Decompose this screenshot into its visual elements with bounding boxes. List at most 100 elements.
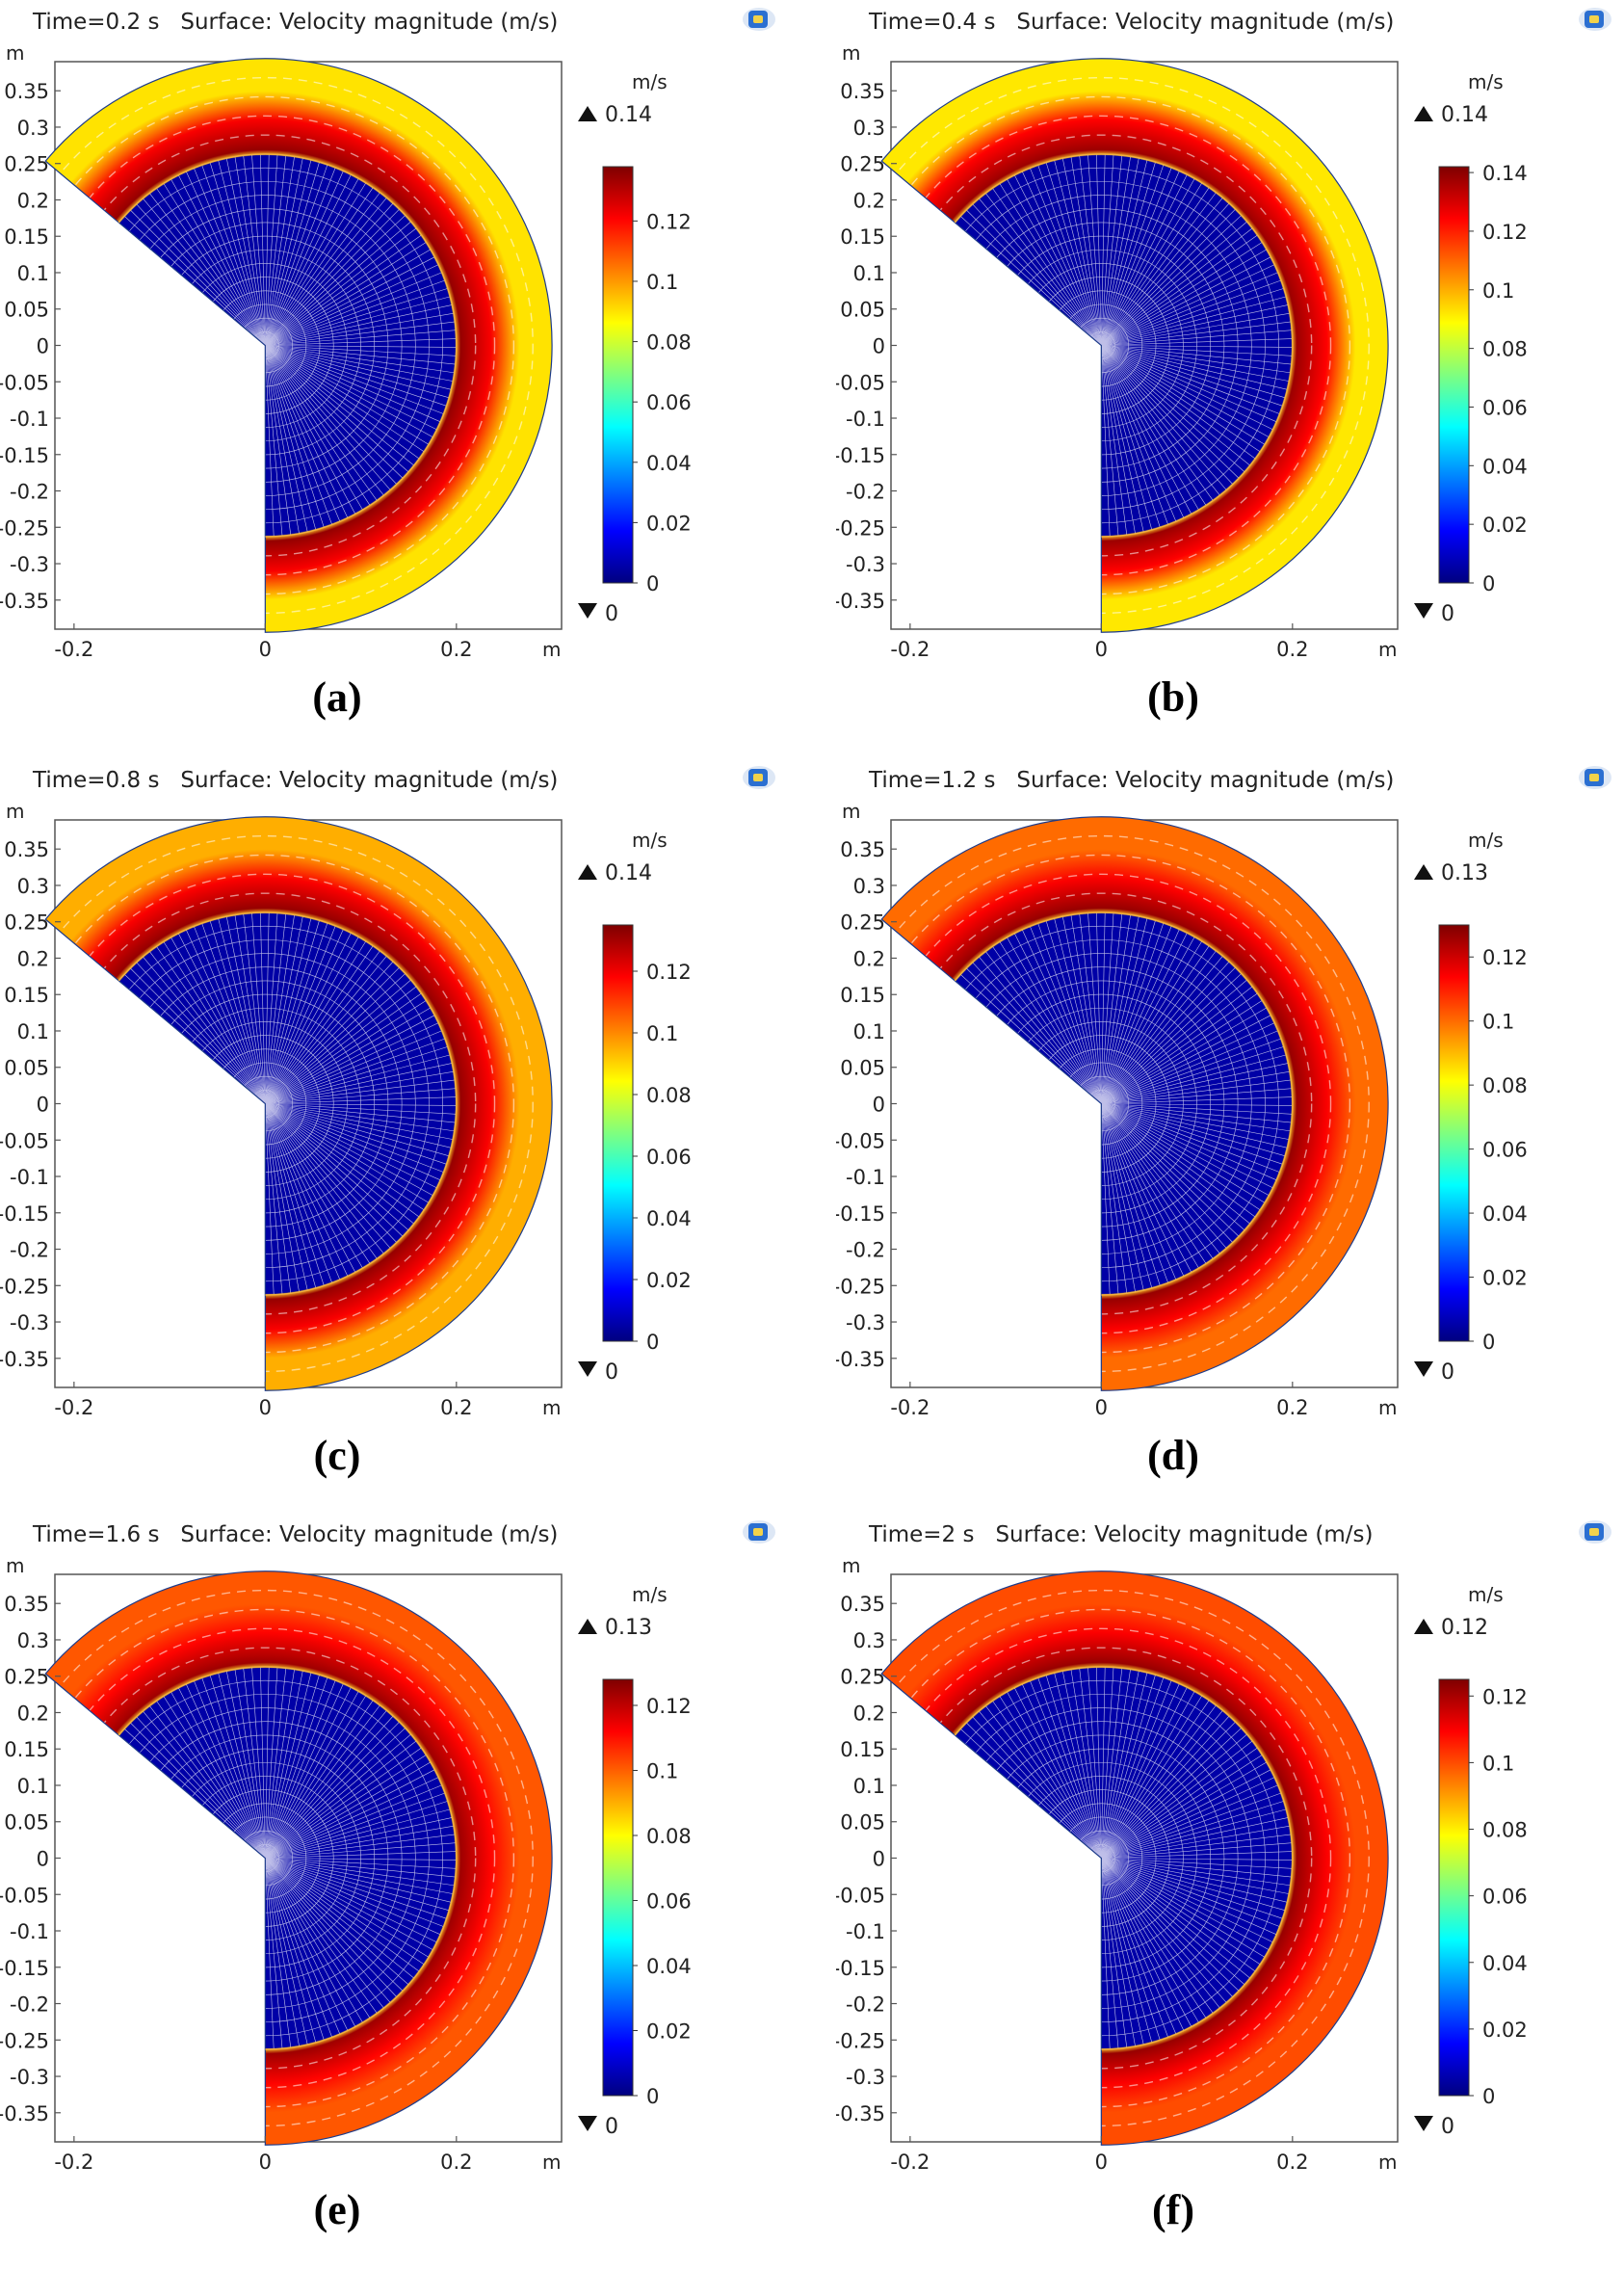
panel-b: Time=0.4 s Surface: Velocity magnitude (… [836, 0, 1624, 756]
y-tick-label: 0.15 [840, 1738, 885, 1761]
time-label: Time=1.6 s [33, 1522, 160, 1547]
colorbar-tick-label: 0.08 [646, 1084, 692, 1107]
x-unit-label: m [1378, 1396, 1397, 1419]
max-triangle-icon [1414, 864, 1433, 880]
mesh [923, 1667, 1293, 2049]
y-tick-label: 0.35 [840, 1593, 885, 1616]
colorbar-tick-label: 0.04 [1482, 1202, 1528, 1226]
y-tick-label: -0.15 [0, 444, 49, 467]
y-tick-label: -0.35 [836, 1348, 885, 1371]
y-tick-label: -0.25 [0, 2029, 49, 2052]
y-tick-label: -0.35 [0, 1348, 49, 1371]
colorbar-tick-label: 0.02 [1482, 1267, 1528, 1290]
x-tick-label: 0 [1095, 2151, 1108, 2174]
y-tick-label: -0.35 [836, 2102, 885, 2125]
y-tick-label: 0 [37, 1094, 49, 1117]
colorbar-tick-label: 0.12 [646, 961, 692, 984]
min-triangle-icon [578, 1361, 597, 1377]
y-tick-label: -0.1 [846, 1166, 885, 1189]
time-label: Time=0.8 s [33, 768, 160, 793]
colorbar-tick-label: 0.12 [1482, 1685, 1528, 1708]
mesh [87, 1667, 457, 2049]
y-tick-label: -0.2 [10, 1993, 49, 2017]
y-tick-label: -0.3 [846, 553, 885, 576]
y-tick-label: 0.25 [840, 911, 885, 935]
colorbar-tick-label: 0.1 [646, 271, 678, 294]
colorbar-unit: m/s [1468, 1583, 1504, 1606]
y-tick-label: -0.15 [0, 1957, 49, 1980]
colorbar-tick-label: 0.12 [1482, 221, 1528, 244]
chart-svg: m m 0.35 0.3 0.25 0.2 0.15 0.1 0.05 0 -0.05 -0.1 -0.… [836, 8, 1611, 661]
y-tick-label: -0.15 [0, 1202, 49, 1226]
x-tick-label: 0 [259, 1396, 272, 1419]
y-tick-label: 0.15 [840, 225, 885, 249]
y-tick-label: -0.25 [836, 1275, 885, 1298]
colorbar-max-label: 0.14 [1441, 103, 1488, 127]
y-tick-label: 0.2 [17, 189, 49, 212]
colorbar-tick-label: 0.02 [1482, 514, 1528, 537]
y-tick-label: 0.3 [853, 875, 885, 898]
panel-d: Time=1.2 s Surface: Velocity magnitude (… [836, 758, 1624, 1515]
velocity-field [881, 1571, 1389, 2146]
y-tick-label: -0.05 [0, 1129, 49, 1152]
y-tick-label: 0.35 [840, 80, 885, 103]
surface-title: Surface: Velocity magnitude (m/s) [1016, 10, 1395, 35]
panel-caption: (c) [313, 1432, 361, 1479]
time-label: Time=1.2 s [869, 768, 996, 793]
colorbar-tick-label: 0.1 [1482, 1011, 1514, 1034]
plot-title: Time=1.6 s Surface: Velocity magnitude (… [33, 1522, 558, 1547]
chart-svg: m m 0.35 0.3 0.25 0.2 0.15 0.1 0.05 0 -0.05 -0.1 -0.… [0, 1520, 775, 2174]
chart-svg: m m 0.35 0.3 0.25 0.2 0.15 0.1 0.05 0 -0.05 -0.1 -0.… [0, 766, 775, 1419]
plot-title: Time=0.8 s Surface: Velocity magnitude (… [33, 768, 558, 793]
y-tick-label: -0.2 [846, 1239, 885, 1262]
y-tick-label: -0.1 [846, 408, 885, 431]
colorbar [602, 166, 634, 584]
colorbar-tick-label: 0.06 [1482, 396, 1528, 419]
domain-boundary [44, 1571, 553, 2146]
panel-caption: (f) [1152, 2186, 1194, 2233]
y-tick-label: -0.35 [836, 590, 885, 613]
panel-e: Time=1.6 s Surface: Velocity magnitude (… [0, 1513, 812, 2269]
y-tick-label: -0.35 [0, 2102, 49, 2125]
y-tick-label: 0 [873, 1848, 885, 1871]
colorbar-tick-label: 0.02 [1482, 2019, 1528, 2042]
x-tick-label: 0 [1095, 1396, 1108, 1419]
y-tick-label: 0.2 [17, 1702, 49, 1725]
time-label: Time=0.2 s [33, 10, 160, 35]
colorbar-max-label: 0.14 [605, 103, 652, 127]
y-tick-label: -0.2 [10, 1239, 49, 1262]
software-logo-icon [1579, 8, 1611, 31]
panel-caption: (e) [313, 2186, 361, 2233]
interface-boundary [118, 1666, 458, 2050]
y-tick-label: 0 [37, 335, 49, 358]
domain-boundary [880, 58, 1389, 633]
colorbar-tick-label: 0.02 [646, 2020, 692, 2044]
colorbar-tick-label: 0.1 [1482, 1752, 1514, 1775]
software-logo-icon [743, 766, 775, 789]
colorbar-tick-label: 0.04 [646, 452, 692, 475]
y-tick-label: -0.1 [846, 1920, 885, 1943]
y-tick-label: 0.05 [4, 1811, 49, 1834]
x-tick-label: 0 [1095, 638, 1108, 661]
y-tick-label: 0.35 [840, 838, 885, 861]
y-tick-label: 0.1 [17, 1020, 49, 1043]
colorbar-tick-label: 0.1 [646, 1022, 678, 1045]
y-tick-label: 0.15 [4, 225, 49, 249]
colorbar-tick-label: 0 [1482, 572, 1495, 595]
interface-boundary [118, 153, 458, 538]
y-tick-label: 0.1 [853, 1020, 885, 1043]
x-tick-label: 0.2 [440, 638, 472, 661]
colorbar-min-label: 0 [605, 602, 618, 626]
surface-title: Surface: Velocity magnitude (m/s) [995, 1522, 1374, 1547]
colorbar-tick-label: 0.06 [1482, 1139, 1528, 1162]
y-unit-label: m [6, 800, 24, 823]
colorbar-tick-label: 0 [1482, 2085, 1495, 2108]
y-tick-label: 0.25 [840, 153, 885, 176]
y-tick-label: 0.2 [853, 189, 885, 212]
y-tick-label: -0.05 [0, 371, 49, 394]
y-tick-label: 0.35 [4, 838, 49, 861]
min-triangle-icon [1414, 603, 1433, 619]
y-tick-label: 0.05 [4, 299, 49, 322]
y-tick-label: 0.05 [840, 1811, 885, 1834]
colorbar [1438, 1678, 1470, 2097]
